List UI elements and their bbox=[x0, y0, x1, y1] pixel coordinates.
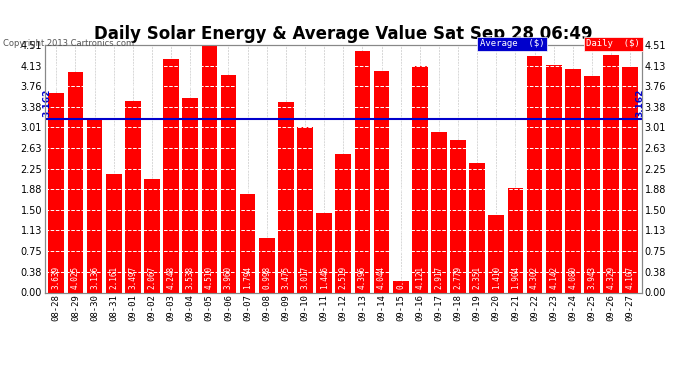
Text: 1.410: 1.410 bbox=[492, 266, 501, 289]
Text: 4.302: 4.302 bbox=[530, 266, 539, 289]
Text: 2.067: 2.067 bbox=[148, 266, 157, 289]
Text: 2.519: 2.519 bbox=[339, 266, 348, 289]
Bar bbox=[546, 65, 562, 292]
Bar bbox=[144, 179, 160, 292]
Text: 4.044: 4.044 bbox=[377, 266, 386, 289]
Text: 2.351: 2.351 bbox=[473, 266, 482, 289]
Text: 4.121: 4.121 bbox=[415, 266, 424, 289]
Bar bbox=[489, 215, 504, 292]
Bar bbox=[106, 174, 121, 292]
Text: Daily  ($): Daily ($) bbox=[586, 39, 640, 48]
Text: 0.998: 0.998 bbox=[262, 266, 271, 289]
Text: 3.639: 3.639 bbox=[52, 266, 61, 289]
Text: 4.396: 4.396 bbox=[358, 266, 367, 289]
Bar bbox=[622, 67, 638, 292]
Text: 4.329: 4.329 bbox=[607, 266, 615, 289]
Bar bbox=[526, 56, 542, 292]
Text: 3.017: 3.017 bbox=[301, 266, 310, 289]
Bar bbox=[450, 140, 466, 292]
Text: Average  ($): Average ($) bbox=[480, 39, 544, 48]
Bar bbox=[412, 66, 428, 292]
Bar bbox=[87, 120, 102, 292]
Bar bbox=[278, 102, 294, 292]
Bar bbox=[584, 76, 600, 292]
Text: 4.510: 4.510 bbox=[205, 266, 214, 289]
Bar bbox=[374, 70, 389, 292]
Text: 1.446: 1.446 bbox=[319, 266, 328, 289]
Text: 1.794: 1.794 bbox=[243, 266, 252, 289]
Bar bbox=[431, 132, 446, 292]
Text: 4.107: 4.107 bbox=[626, 266, 635, 289]
Text: 4.080: 4.080 bbox=[569, 266, 578, 289]
Bar bbox=[182, 98, 198, 292]
Bar bbox=[164, 59, 179, 292]
Bar bbox=[508, 188, 523, 292]
Bar bbox=[125, 100, 141, 292]
Text: 3.497: 3.497 bbox=[128, 266, 137, 289]
Bar bbox=[393, 281, 408, 292]
Bar bbox=[565, 69, 581, 292]
Text: 3.943: 3.943 bbox=[587, 266, 596, 289]
Bar bbox=[240, 194, 255, 292]
Bar bbox=[335, 154, 351, 292]
Text: 4.248: 4.248 bbox=[166, 266, 176, 289]
Text: 3.960: 3.960 bbox=[224, 266, 233, 289]
Text: 3.538: 3.538 bbox=[186, 266, 195, 289]
Text: 4.142: 4.142 bbox=[549, 266, 558, 289]
Text: 0.203: 0.203 bbox=[396, 266, 405, 289]
Bar bbox=[469, 164, 485, 292]
Bar bbox=[201, 45, 217, 292]
Text: 2.917: 2.917 bbox=[435, 266, 444, 289]
Text: 3.162: 3.162 bbox=[42, 88, 51, 117]
Text: 4.025: 4.025 bbox=[71, 266, 80, 289]
Text: 2.779: 2.779 bbox=[453, 266, 462, 289]
Bar bbox=[68, 72, 83, 292]
Text: 1.904: 1.904 bbox=[511, 266, 520, 289]
Bar bbox=[603, 55, 619, 292]
Text: 2.161: 2.161 bbox=[109, 266, 118, 289]
Bar bbox=[259, 238, 275, 292]
Text: 3.162: 3.162 bbox=[635, 88, 644, 117]
Bar bbox=[316, 213, 332, 292]
Title: Daily Solar Energy & Average Value Sat Sep 28 06:49: Daily Solar Energy & Average Value Sat S… bbox=[94, 26, 593, 44]
Bar bbox=[48, 93, 64, 292]
Bar bbox=[355, 51, 371, 292]
Text: Copyright 2013 Cartronics.com: Copyright 2013 Cartronics.com bbox=[3, 39, 135, 48]
Bar bbox=[221, 75, 237, 292]
Text: 3.475: 3.475 bbox=[282, 266, 290, 289]
Bar bbox=[297, 127, 313, 292]
Text: 3.136: 3.136 bbox=[90, 266, 99, 289]
